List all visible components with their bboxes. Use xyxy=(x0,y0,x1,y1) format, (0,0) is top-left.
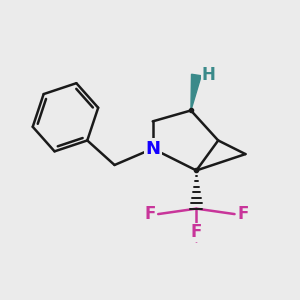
Polygon shape xyxy=(191,74,201,110)
Text: F: F xyxy=(237,205,249,223)
Text: F: F xyxy=(144,205,155,223)
Text: F: F xyxy=(191,224,202,242)
Text: N: N xyxy=(145,140,160,158)
Text: H: H xyxy=(202,66,216,84)
